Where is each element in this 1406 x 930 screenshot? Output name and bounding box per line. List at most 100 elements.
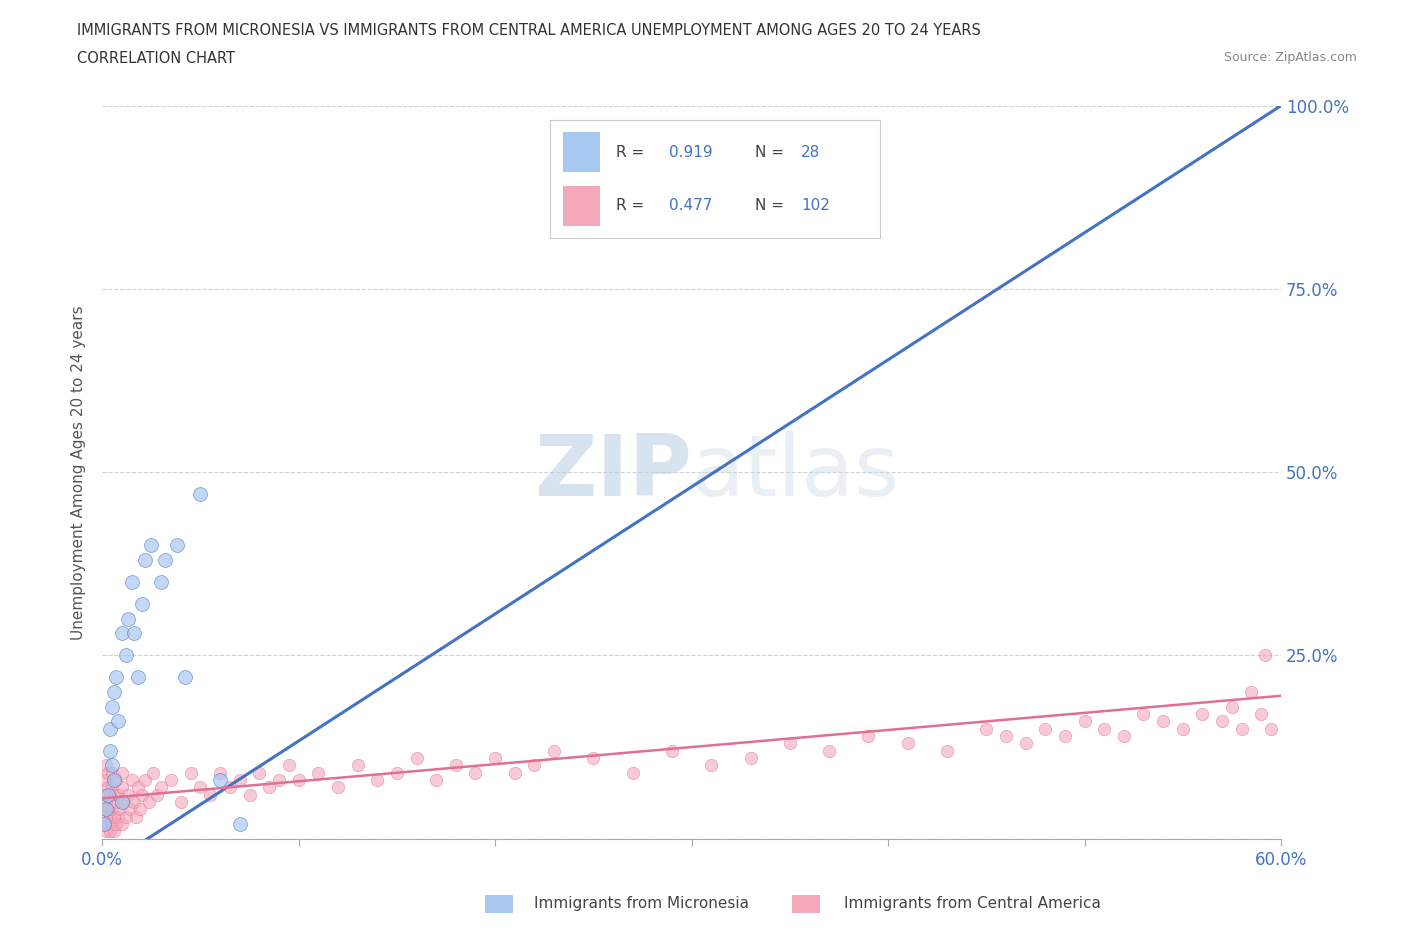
Point [111, 765, 134, 780]
Point [1220, 699, 1243, 714]
Point [97, 802, 120, 817]
Point [897, 736, 920, 751]
Point [124, 809, 146, 824]
Point [366, 773, 388, 788]
Point [127, 780, 149, 795]
Point [1250, 707, 1272, 722]
Point [150, 575, 173, 590]
Point [994, 728, 1017, 743]
Text: Source: ZipAtlas.com: Source: ZipAtlas.com [1223, 51, 1357, 64]
Text: CORRELATION CHART: CORRELATION CHART [77, 51, 235, 66]
Point [974, 722, 997, 737]
Point [153, 552, 176, 567]
Point [93, 817, 115, 831]
Text: Immigrants from Central America: Immigrants from Central America [844, 897, 1101, 911]
Point [936, 743, 959, 758]
Point [1211, 714, 1233, 729]
Point [117, 788, 139, 803]
Point [138, 794, 160, 809]
Point [98, 824, 121, 839]
Point [111, 626, 134, 641]
Point [1152, 714, 1174, 729]
Point [229, 817, 252, 831]
Point [257, 780, 280, 795]
Point [117, 611, 139, 626]
Point [108, 802, 131, 817]
Point [1260, 722, 1282, 737]
Point [111, 780, 134, 795]
Point [94, 809, 117, 824]
Point [385, 765, 408, 780]
Point [1092, 722, 1115, 737]
Point [779, 736, 801, 751]
Point [103, 824, 125, 839]
Point [190, 780, 212, 795]
Point [101, 765, 124, 780]
Text: ZIP: ZIP [534, 431, 692, 513]
Point [134, 773, 156, 788]
Point [114, 648, 136, 663]
Point [101, 780, 124, 795]
Point [94, 758, 117, 773]
Point [111, 794, 134, 809]
Point [209, 765, 232, 780]
Point [94, 802, 117, 817]
Point [134, 552, 156, 567]
Point [97, 788, 120, 803]
Point [858, 728, 880, 743]
Point [150, 780, 173, 795]
Point [484, 751, 506, 765]
Point [101, 802, 124, 817]
Point [582, 751, 605, 765]
Point [104, 794, 127, 809]
Point [122, 794, 145, 809]
Point [103, 684, 125, 699]
Point [307, 765, 329, 780]
Point [98, 809, 121, 824]
Point [107, 809, 129, 824]
Point [103, 809, 125, 824]
Point [104, 817, 127, 831]
Point [700, 758, 723, 773]
Point [122, 626, 145, 641]
Point [107, 788, 129, 803]
Point [425, 773, 447, 788]
Point [146, 788, 169, 803]
Point [173, 670, 195, 684]
Point [287, 773, 309, 788]
Point [1171, 722, 1194, 737]
Point [219, 780, 242, 795]
Point [818, 743, 841, 758]
Point [621, 765, 644, 780]
Point [1112, 728, 1135, 743]
Point [94, 824, 117, 839]
Point [740, 751, 762, 765]
Point [229, 773, 252, 788]
Point [98, 722, 121, 737]
Point [104, 773, 127, 788]
Point [190, 486, 212, 501]
Text: IMMIGRANTS FROM MICRONESIA VS IMMIGRANTS FROM CENTRAL AMERICA UNEMPLOYMENT AMONG: IMMIGRANTS FROM MICRONESIA VS IMMIGRANTS… [77, 23, 981, 38]
Point [141, 538, 163, 553]
Point [98, 743, 121, 758]
Point [277, 758, 299, 773]
Point [97, 817, 120, 831]
Point [114, 809, 136, 824]
Point [1073, 714, 1095, 729]
Point [107, 714, 129, 729]
Point [1014, 736, 1036, 751]
Point [1033, 722, 1056, 737]
Point [247, 765, 270, 780]
Point [1132, 707, 1154, 722]
Point [112, 794, 135, 809]
Point [121, 575, 143, 590]
Point [1230, 722, 1253, 737]
Point [1240, 684, 1263, 699]
Point [93, 802, 115, 817]
Point [97, 765, 120, 780]
Point [101, 817, 124, 831]
Text: Immigrants from Micronesia: Immigrants from Micronesia [534, 897, 749, 911]
Point [94, 794, 117, 809]
Point [121, 773, 143, 788]
Point [405, 751, 427, 765]
